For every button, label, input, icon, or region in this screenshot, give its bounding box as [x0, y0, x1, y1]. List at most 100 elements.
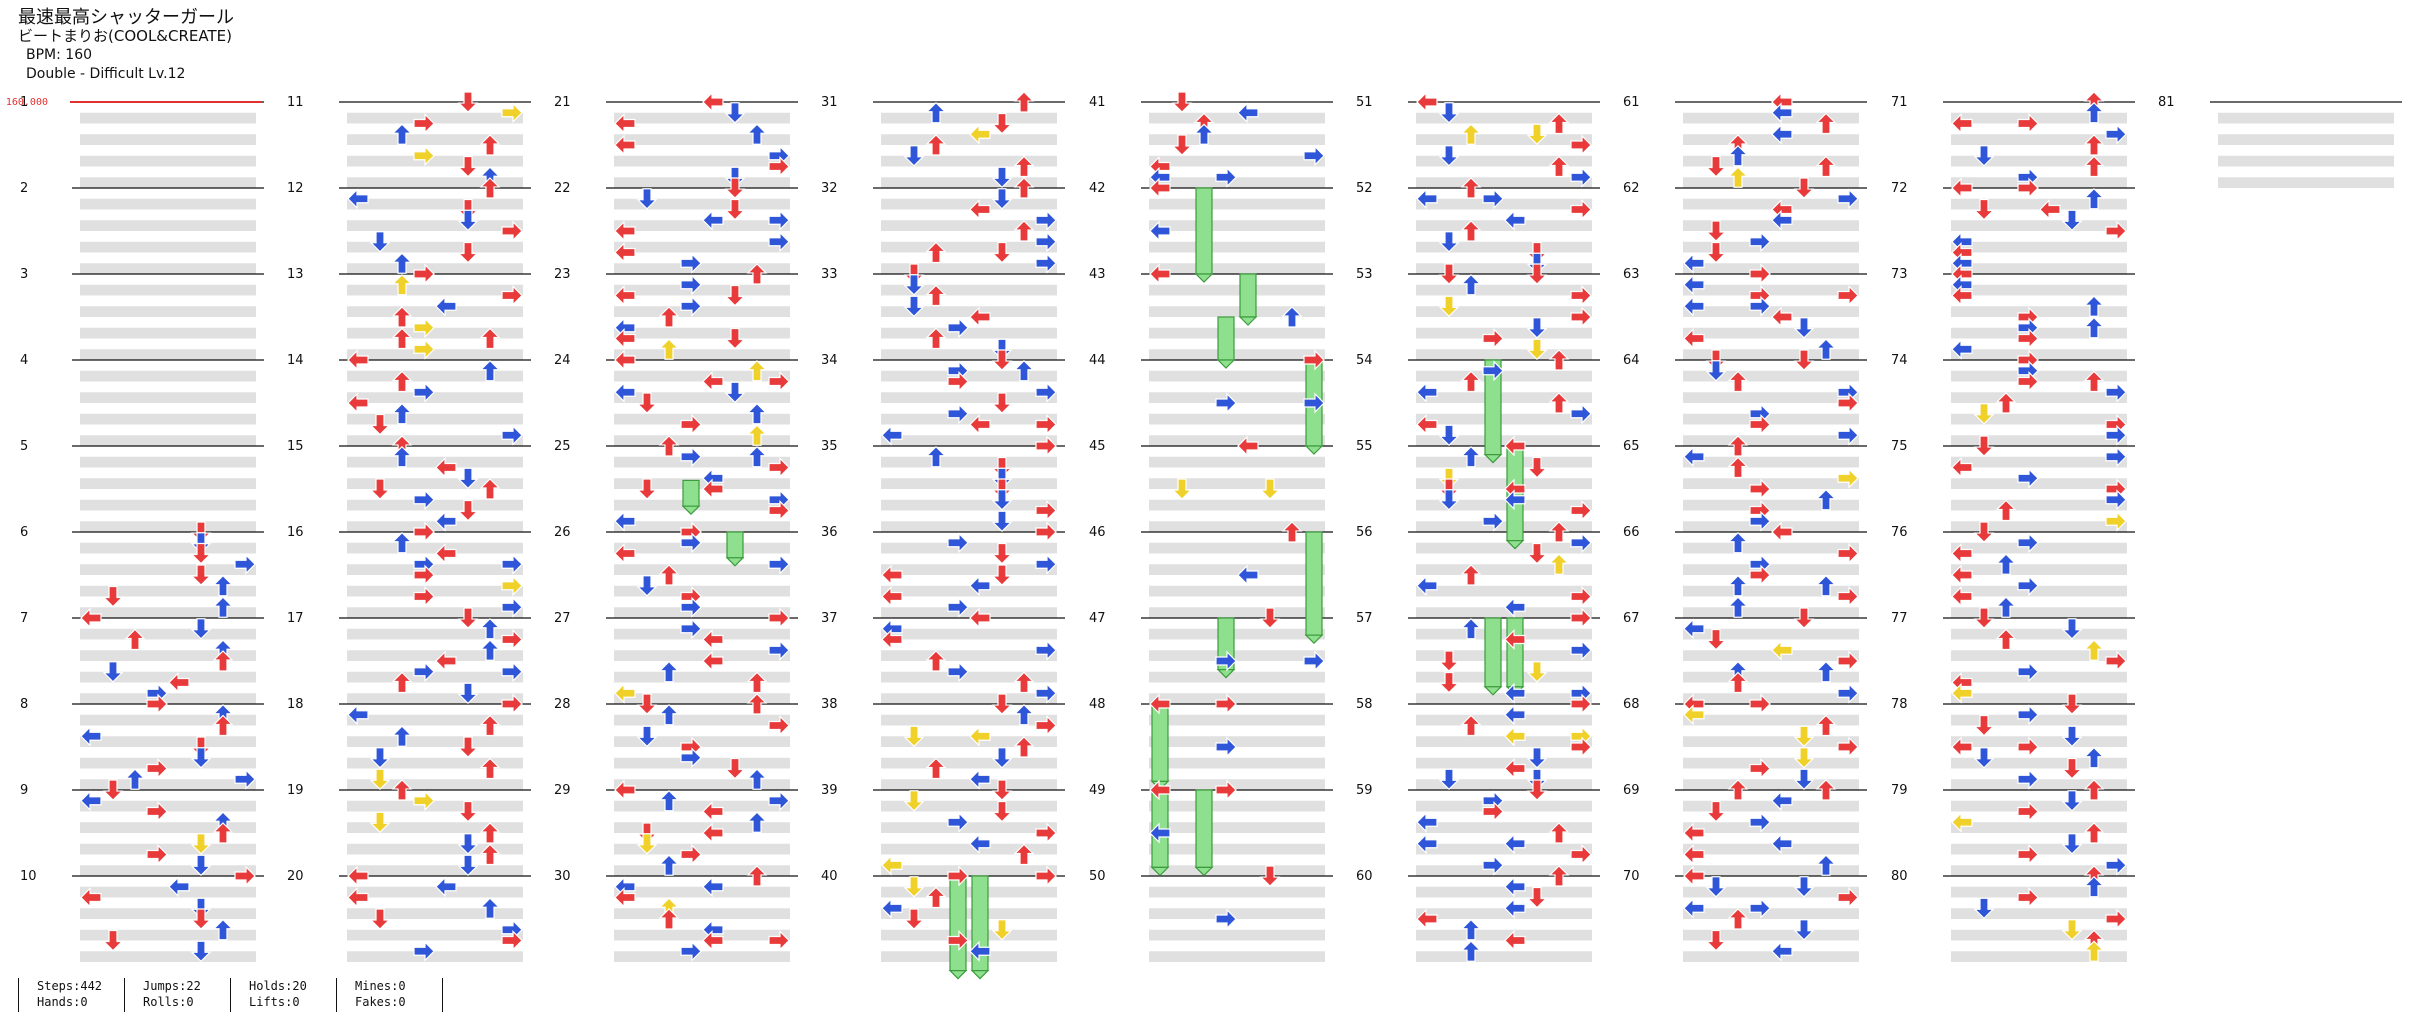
left-arrow-icon	[614, 242, 636, 263]
beat-band	[1149, 112, 1325, 124]
right-arrow-icon	[413, 145, 435, 167]
down-arrow-icon	[724, 381, 746, 404]
up-arrow-icon	[391, 273, 413, 296]
beat-band	[881, 693, 1057, 704]
beat-band	[881, 220, 1057, 231]
beat-band	[1416, 542, 1592, 554]
left-arrow-icon	[347, 349, 369, 371]
beat-band	[80, 865, 256, 876]
measure-23: 23	[554, 267, 798, 360]
beat-band	[1416, 908, 1592, 919]
right-arrow-icon	[1035, 639, 1057, 661]
down-arrow-icon	[190, 747, 212, 769]
beat-band	[614, 607, 790, 618]
beat-band	[1416, 155, 1592, 167]
right-arrow-icon	[680, 446, 702, 468]
beat-band	[1951, 327, 2127, 339]
beat-band	[1149, 693, 1325, 704]
up-arrow-icon	[746, 671, 768, 694]
measure-number: 49	[1089, 783, 1106, 798]
left-arrow-icon	[702, 371, 724, 392]
right-arrow-icon	[680, 252, 702, 274]
right-arrow-icon	[1482, 188, 1504, 210]
beat-band	[1951, 499, 2127, 511]
right-arrow-icon	[413, 263, 435, 285]
right-arrow-icon	[413, 381, 435, 403]
right-arrow-icon	[1749, 263, 1771, 285]
measure-18: 18	[287, 697, 531, 790]
beat-band	[1416, 499, 1592, 511]
beat-band	[80, 413, 256, 425]
beat-band	[1149, 929, 1325, 941]
measure-55: 55	[1356, 439, 1600, 532]
right-arrow-icon	[768, 790, 790, 812]
beat-band	[614, 693, 790, 704]
left-arrow-icon	[1504, 629, 1526, 650]
song-title: 最速最高シャッターガール	[18, 7, 234, 28]
up-arrow-icon	[1548, 112, 1570, 135]
measure-24: 24	[554, 353, 798, 446]
beat-band	[1683, 843, 1859, 855]
beat-band	[80, 564, 256, 575]
beat-band	[80, 951, 256, 962]
down-arrow-icon	[102, 585, 124, 608]
beat-band	[80, 822, 256, 833]
beat-band	[1683, 284, 1859, 296]
measure-number: 24	[554, 353, 571, 368]
stat-jumps: Jumps:22	[143, 979, 201, 993]
left-arrow-icon	[614, 381, 636, 403]
up-arrow-icon	[658, 908, 680, 930]
measure-34: 34	[821, 353, 1065, 446]
beat-band	[1951, 951, 2127, 962]
right-arrow-icon	[1570, 134, 1592, 156]
measure-69: 69	[1623, 783, 1867, 876]
right-arrow-icon	[1570, 166, 1592, 188]
measure-45: 45	[1089, 439, 1333, 532]
left-arrow-icon	[1951, 564, 1973, 586]
right-arrow-icon	[2017, 887, 2039, 908]
left-arrow-icon	[969, 123, 991, 145]
beat-band	[1951, 155, 2127, 167]
hold-note-icon	[1194, 187, 1214, 283]
right-arrow-icon	[1215, 166, 1237, 188]
left-arrow-icon	[614, 510, 636, 532]
left-arrow-icon	[1416, 908, 1438, 930]
beat-band	[881, 177, 1057, 188]
measure-number: 21	[554, 95, 571, 110]
beat-band	[1683, 650, 1859, 661]
right-arrow-icon	[1215, 392, 1237, 414]
right-arrow-icon	[2017, 113, 2039, 134]
measure-66: 66	[1623, 525, 1867, 618]
right-arrow-icon	[413, 338, 435, 360]
down-arrow-icon	[1438, 650, 1460, 672]
right-arrow-icon	[2105, 446, 2127, 468]
measure-36: 36	[821, 525, 1065, 618]
beat-band	[1951, 220, 2127, 231]
beat-band	[1416, 478, 1592, 489]
beat-band	[881, 134, 1057, 145]
left-arrow-icon	[1951, 543, 1973, 564]
beat-band	[1416, 714, 1592, 726]
beat-band	[1149, 478, 1325, 489]
right-arrow-icon	[2105, 123, 2127, 145]
down-arrow-icon	[1526, 542, 1548, 565]
beat-band	[881, 671, 1057, 683]
beat-band	[347, 843, 523, 855]
measure-number: 52	[1356, 181, 1373, 196]
down-arrow-icon	[457, 467, 479, 490]
beat-band	[347, 542, 523, 554]
down-arrow-icon	[1705, 241, 1727, 264]
beat-band	[1951, 112, 2127, 124]
down-arrow-icon	[903, 790, 925, 812]
measure-number: 13	[287, 267, 304, 282]
down-arrow-icon	[1438, 231, 1460, 253]
beat-band	[1683, 435, 1859, 446]
measure-78: 78	[1891, 697, 2135, 790]
right-arrow-icon	[1749, 231, 1771, 253]
measure-22: 22	[554, 181, 798, 274]
hold-note-icon	[1238, 273, 1258, 326]
up-arrow-icon	[124, 768, 146, 790]
down-arrow-icon	[991, 542, 1013, 565]
left-arrow-icon	[702, 801, 724, 822]
beat-band	[347, 714, 523, 726]
